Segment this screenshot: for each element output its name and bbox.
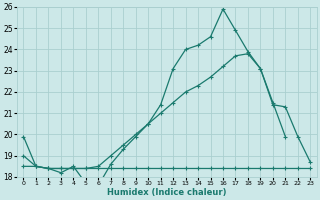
X-axis label: Humidex (Indice chaleur): Humidex (Indice chaleur) (107, 188, 227, 197)
